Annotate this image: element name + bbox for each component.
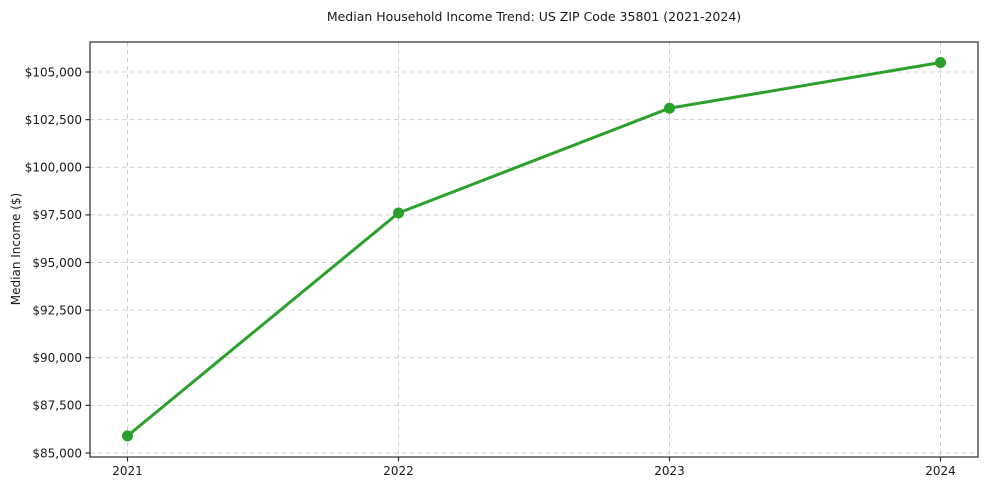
chart-title: Median Household Income Trend: US ZIP Co… <box>326 9 742 24</box>
data-point-marker <box>122 430 133 442</box>
y-tick-label: $97,500 <box>32 208 82 222</box>
y-tick-label: $85,000 <box>32 446 82 460</box>
y-tick-label: $105,000 <box>25 65 82 79</box>
plot-border <box>89 41 979 458</box>
x-tick-label: 2024 <box>925 464 956 478</box>
x-tick-label: 2023 <box>654 464 685 478</box>
y-tick-label: $100,000 <box>25 161 82 175</box>
y-tick-label: $92,500 <box>32 303 82 317</box>
x-tick-label: 2021 <box>112 464 143 478</box>
data-point-marker <box>935 56 946 68</box>
x-tick-label: 2022 <box>383 464 414 478</box>
trend-line <box>126 60 942 438</box>
y-tick-label: $90,000 <box>32 351 82 365</box>
y-tick-label: $102,500 <box>25 113 82 127</box>
y-tick-label: $95,000 <box>32 256 82 270</box>
data-point-marker <box>393 207 404 219</box>
data-point-marker <box>664 102 675 114</box>
y-tick-label: $87,500 <box>32 399 82 413</box>
